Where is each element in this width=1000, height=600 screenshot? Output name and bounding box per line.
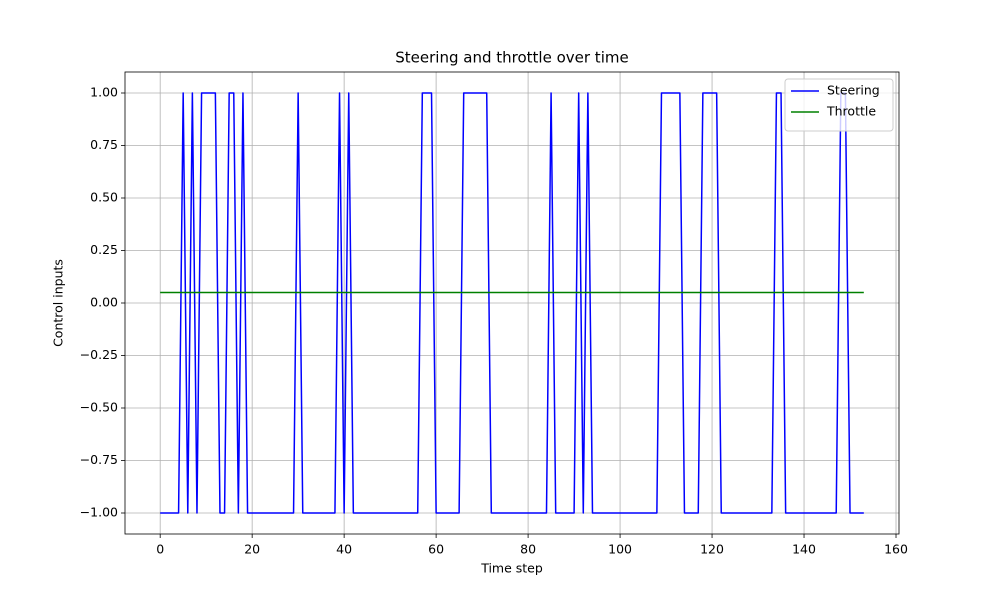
y-tick-label: 0.25: [90, 242, 118, 257]
x-tick-label: 120: [700, 542, 724, 557]
chart-title: Steering and throttle over time: [395, 49, 628, 67]
x-tick-label: 0: [156, 542, 164, 557]
legend-label: Steering: [827, 83, 880, 98]
y-tick-label: −1.00: [80, 505, 118, 520]
x-tick-label: 160: [884, 542, 908, 557]
y-tick-label: −0.75: [80, 452, 118, 467]
x-tick-label: 40: [336, 542, 352, 557]
y-tick-label: −0.50: [80, 400, 118, 415]
y-tick-label: 0.00: [90, 295, 118, 310]
axes-frame: [124, 71, 900, 535]
legend-label: Throttle: [826, 104, 876, 119]
series-line: [160, 92, 864, 514]
x-axis-label: Time step: [480, 561, 543, 576]
x-tick-label: 140: [792, 542, 816, 557]
x-tick-label: 100: [608, 542, 632, 557]
x-tick-label: 20: [244, 542, 260, 557]
x-tick-label: 80: [520, 542, 536, 557]
legend-box: [784, 78, 894, 132]
x-tick-label: 60: [428, 542, 444, 557]
y-tick-label: 1.00: [90, 85, 118, 100]
y-axis-label: Control inputs: [51, 259, 66, 347]
y-tick-label: 0.75: [90, 137, 118, 152]
y-tick-label: −0.25: [80, 347, 118, 362]
y-tick-label: 0.50: [90, 190, 118, 205]
